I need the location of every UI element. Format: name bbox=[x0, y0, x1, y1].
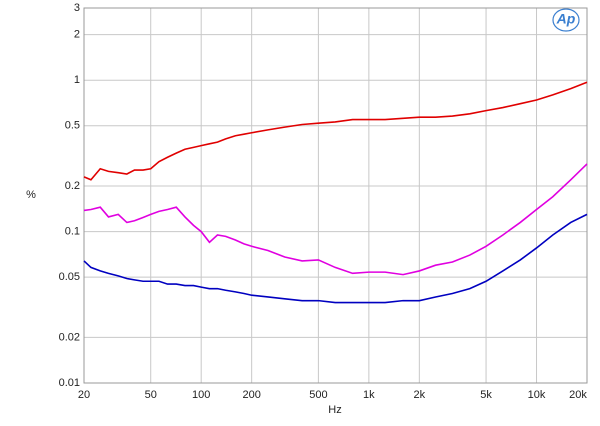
y-tick-label: 3 bbox=[74, 2, 80, 14]
x-tick-label: 5k bbox=[480, 389, 492, 401]
data-line bbox=[83, 213, 588, 304]
x-tick-label: 2k bbox=[414, 389, 426, 401]
plot-frame bbox=[83, 7, 588, 384]
logo-text: Ap bbox=[556, 11, 576, 27]
x-tick-label: 20k bbox=[569, 389, 587, 401]
x-tick-label: 1k bbox=[363, 389, 375, 401]
y-tick-label: 0.05 bbox=[59, 271, 80, 283]
x-axis-label: Hz bbox=[328, 404, 341, 416]
x-tick-label: 20 bbox=[78, 389, 90, 401]
data-line bbox=[83, 81, 588, 181]
y-axis-label: % bbox=[26, 189, 36, 201]
y-tick-label: 0.5 bbox=[65, 120, 80, 132]
y-tick-label: 0.02 bbox=[59, 331, 80, 343]
y-tick-label: 0.01 bbox=[59, 377, 80, 389]
x-tick-label: 100 bbox=[192, 389, 210, 401]
y-tick-label: 1 bbox=[74, 74, 80, 86]
logo-ring bbox=[552, 8, 580, 32]
x-tick-label: 200 bbox=[242, 389, 260, 401]
y-tick-label: 0.2 bbox=[65, 180, 80, 192]
y-tick-label: 2 bbox=[74, 29, 80, 41]
x-tick-label: 500 bbox=[309, 389, 327, 401]
x-tick-label: 10k bbox=[528, 389, 546, 401]
logo: Ap bbox=[552, 8, 580, 32]
y-tick-label: 0.1 bbox=[65, 226, 80, 238]
x-tick-label: 50 bbox=[145, 389, 157, 401]
data-line bbox=[83, 163, 588, 276]
